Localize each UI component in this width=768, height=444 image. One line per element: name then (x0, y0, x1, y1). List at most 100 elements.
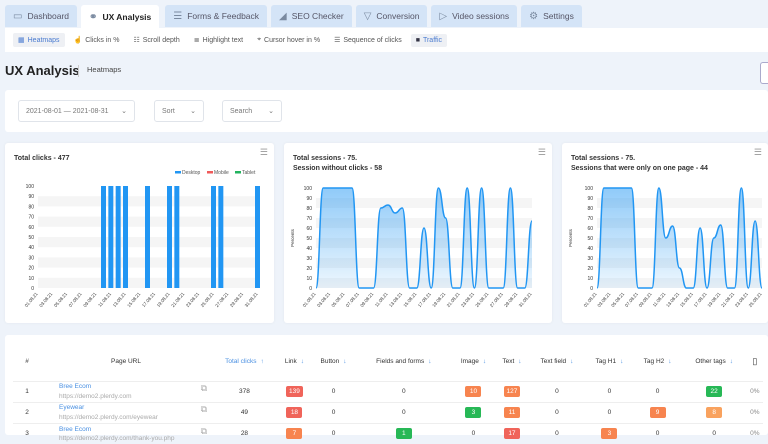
sort-down-icon[interactable]: ↓ (620, 358, 624, 366)
x-tick-label: 27.08.21 (214, 291, 229, 308)
subnav-scroll-depth[interactable]: ☷ Scroll depth (128, 33, 184, 47)
column-header[interactable]: Text field ↓ (529, 343, 586, 381)
page-name-link[interactable]: Bree Ecom (59, 383, 92, 391)
subnav-label: Cursor hover in % (264, 36, 321, 44)
sort-down-icon[interactable]: ↓ (343, 358, 347, 366)
tab-forms-feedback[interactable]: ☰ Forms & Feedback (165, 5, 268, 27)
cell: 139 (277, 380, 312, 402)
header-label: Text (502, 358, 515, 366)
tab-video-sessions[interactable]: ▷ Video sessions (431, 5, 518, 27)
column-header[interactable]: Link ↓ (278, 343, 311, 381)
external-link-icon[interactable]: ⧉ (200, 383, 207, 394)
tab-seo-checker[interactable]: ◢ SEO Checker (271, 5, 352, 27)
y-tick-label: 40 (587, 246, 593, 252)
legend-desktop: Desktop (182, 170, 201, 176)
cell: 11 (495, 401, 529, 423)
chart-subtitle: Sessions that were only on one page - 44 (571, 165, 708, 172)
menu-icon[interactable]: ☰ (753, 147, 762, 157)
sort-down-icon[interactable]: ↓ (668, 358, 672, 366)
total-clicks: 28 (211, 422, 278, 444)
y-tick-label: 20 (587, 266, 593, 272)
x-tick-label: 17.08.21 (417, 291, 432, 308)
cell: 0 (311, 380, 357, 402)
sort-down-icon[interactable]: ↓ (518, 358, 522, 366)
header-label: Text field (540, 358, 567, 366)
search-select[interactable]: Search ⌄ (222, 100, 282, 122)
main-tabs: ▭ Dashboard ⚭ UX Analysis ☰ Forms & Feedbac… (5, 5, 582, 29)
tab-conversion[interactable]: ▽ Conversion (355, 5, 428, 27)
subnav-cursor-hover[interactable]: ⌖ Cursor hover in % (252, 33, 325, 47)
mobile-column-header[interactable]: ▯ (747, 343, 763, 381)
column-header[interactable]: Button ↓ (311, 343, 356, 381)
cell: 3 (585, 422, 634, 444)
tab-dashboard[interactable]: ▭ Dashboard (5, 5, 78, 27)
subnav-heatmaps[interactable]: ▦ Heatmaps (13, 33, 65, 47)
gear-icon: ⚙ (529, 10, 539, 22)
subnav-clicks[interactable]: ☝ Clicks in % (69, 33, 125, 47)
y-tick-label: 40 (306, 246, 312, 252)
x-tick-label: 05.08.21 (330, 291, 345, 308)
x-tick-label: 29.08.21 (503, 291, 518, 308)
x-tick-label: 09.08.21 (638, 291, 653, 308)
date-range-select[interactable]: 2021-08-01 — 2021-08-31 ⌄ (18, 100, 135, 122)
y-tick-label: 70 (587, 216, 593, 222)
bar-desktop (174, 186, 180, 288)
top-right-button[interactable] (760, 62, 768, 84)
count-badge: 9 (649, 407, 666, 418)
grid-band (597, 258, 762, 268)
external-link-icon[interactable]: ⧉ (200, 425, 207, 436)
external-link-icon[interactable]: ⧉ (200, 404, 207, 415)
sort-select[interactable]: Sort ⌄ (154, 100, 204, 122)
column-header[interactable]: Text ↓ (495, 343, 528, 381)
y-tick-label: 30 (306, 256, 312, 262)
sort-down-icon[interactable]: ↓ (428, 358, 432, 366)
tab-ux-analysis[interactable]: ⚭ UX Analysis (81, 5, 160, 29)
sort-up-icon[interactable]: ↑ (260, 358, 264, 366)
cell: 0 (311, 422, 357, 444)
column-header[interactable]: Tag H1 ↓ (585, 343, 633, 381)
menu-icon[interactable]: ☰ (259, 147, 268, 157)
sequence-icon: ☰ (334, 37, 341, 44)
chevron-down-icon: ⌄ (190, 108, 196, 115)
menu-icon[interactable]: ☰ (537, 147, 546, 157)
column-header[interactable]: Other tags ↓ (682, 343, 747, 381)
tab-settings[interactable]: ⚙ Settings (521, 5, 582, 27)
series-area (316, 188, 532, 288)
column-header[interactable]: Total clicks ↑ (211, 343, 278, 381)
tab-label: Dashboard (27, 11, 70, 21)
x-tick-label: 03.08.21 (316, 291, 331, 308)
page-name-link[interactable]: Eyewear (59, 404, 85, 412)
sort-down-icon[interactable]: ↓ (729, 358, 733, 366)
mobile-percent: 0% (746, 380, 763, 402)
header-label: Other tags (695, 358, 726, 366)
page-name-link[interactable]: Bree Ecom (59, 425, 92, 433)
y-tick-label: 80 (587, 206, 593, 212)
page-url: https://demo2.plerdy.com (59, 392, 132, 400)
column-header: Page URL (41, 343, 211, 381)
x-tick-label: 13.08.21 (388, 291, 403, 308)
filter-bar: 2021-08-01 — 2021-08-31 ⌄ Sort ⌄ Search ⌄ (5, 90, 768, 132)
x-tick-label: 23.08.21 (185, 291, 200, 308)
cell: 0 (451, 422, 496, 444)
header-label: Page URL (111, 358, 141, 366)
x-tick-label: 01.08.21 (24, 291, 39, 308)
scroll-icon: ☷ (133, 37, 140, 44)
sort-down-icon[interactable]: ↓ (300, 358, 305, 366)
subnav-highlight-text[interactable]: ≣ Highlight text (189, 33, 248, 47)
legend-swatch (175, 171, 181, 174)
sort-down-icon[interactable]: ↓ (570, 358, 574, 366)
x-tick-label: 23.08.21 (460, 291, 475, 308)
sessions-without-clicks-card: Total sessions - 75. Session without cli… (284, 143, 552, 323)
x-tick-label: 25.08.21 (200, 291, 215, 308)
column-header[interactable]: Image ↓ (452, 343, 496, 381)
subnav-sequence[interactable]: ☰ Sequence of clicks (329, 33, 407, 47)
mobile-percent: 0% (746, 422, 763, 444)
column-header[interactable]: Tag H2 ↓ (634, 343, 682, 381)
column-header[interactable]: Fields and forms ↓ (356, 343, 452, 381)
sort-down-icon[interactable]: ↓ (482, 358, 487, 366)
cell: 3 (451, 401, 496, 423)
header-label: Fields and forms (376, 358, 425, 366)
subnav-traffic[interactable]: ■ Traffic (410, 33, 448, 47)
cell: 1 (356, 422, 452, 444)
count-badge: 3 (465, 407, 482, 418)
